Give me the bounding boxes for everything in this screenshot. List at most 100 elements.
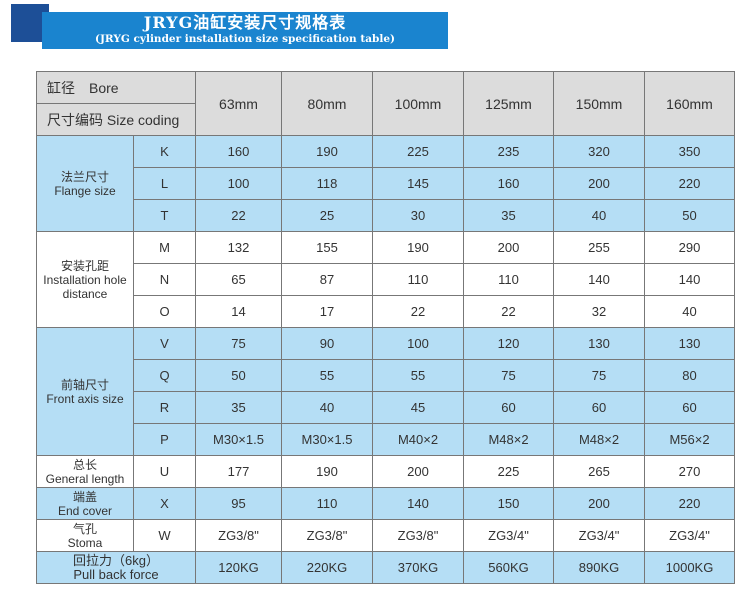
value-cell: 95 [195,487,282,520]
table-row: N 65 87 110 110 140 140 [37,263,735,296]
value-cell: 130 [644,327,735,360]
size-code: R [133,391,196,424]
value-cell: 160 [463,167,554,200]
value-cell: M48×2 [553,423,645,456]
value-cell: M56×2 [644,423,735,456]
table-row: O 14 17 22 22 32 40 [37,295,735,328]
value-cell: 25 [281,199,373,232]
title-banner: JRYG油缸安装尺寸规格表 (JRYG cylinder installatio… [42,12,448,49]
group-label-cn: 气孔 [72,521,97,536]
value-cell: 22 [195,199,282,232]
group-label-cn: 安装孔距 [60,258,109,273]
value-cell: 200 [372,455,464,488]
value-cell: 350 [644,135,735,168]
group-label: 气孔 Stoma [36,519,134,552]
size-code: W [133,519,196,552]
size-header: 63mm [195,71,282,136]
size-header: 125mm [463,71,554,136]
value-cell: 890KG [553,551,645,584]
table-row: P M30×1.5 M30×1.5 M40×2 M48×2 M48×2 M56×2 [37,423,735,456]
value-cell: M48×2 [463,423,554,456]
group-label: 端盖 End cover [36,487,134,520]
value-cell: 110 [463,263,554,296]
value-cell: M40×2 [372,423,464,456]
pull-label: 回拉力（6kg） Pull back force [36,551,196,584]
group-label-en: Front axis size [46,391,124,406]
value-cell: 270 [644,455,735,488]
pull-label-en: Pull back force [73,566,159,582]
group-label: 前轴尺寸 Front axis size [36,327,134,456]
value-cell: 560KG [463,551,554,584]
value-cell: 30 [372,199,464,232]
value-cell: M30×1.5 [195,423,282,456]
value-cell: 140 [553,263,645,296]
value-cell: 220 [644,167,735,200]
value-cell: 90 [281,327,373,360]
value-cell: 22 [463,295,554,328]
size-code: N [133,263,196,296]
group-label: 安装孔距 Installation hole distance [36,231,134,328]
value-cell: 150 [463,487,554,520]
value-cell: 60 [644,391,735,424]
table-row: 法兰尺寸 Flange size K 160 190 225 235 320 350 [36,135,735,232]
value-cell: 75 [553,359,645,392]
value-cell: 40 [644,295,735,328]
value-cell: 40 [553,199,645,232]
group-label: 总长 General length [36,455,134,488]
value-cell: ZG3/4" [463,519,554,552]
group-label-en: Flange size [54,183,116,198]
group-label-cn: 前轴尺寸 [60,377,109,392]
table-row: 气孔 Stoma W ZG3/8" ZG3/8" ZG3/8" ZG3/4" ZG3/4" ZG… [36,519,735,552]
value-cell: 235 [463,135,554,168]
coding-header: 尺寸编码 Size coding [36,103,196,136]
value-cell: 255 [553,231,645,264]
value-cell: 75 [463,359,554,392]
value-cell: 40 [281,391,373,424]
value-cell: 120 [463,327,554,360]
value-cell: 14 [195,295,282,328]
value-cell: 60 [553,391,645,424]
group-label-en: Installation hole distance [43,272,127,301]
table-row: 回拉力（6kg） Pull back force 120KG 220KG 370KG 56… [36,551,735,584]
value-cell: 120KG [195,551,282,584]
table-row: L 100 118 145 160 200 220 [37,167,735,200]
value-cell: 80 [644,359,735,392]
value-cell: 155 [281,231,373,264]
title-main: JRYG油缸安装尺寸规格表 [143,13,347,32]
value-cell: ZG3/8" [372,519,464,552]
value-cell: 55 [372,359,464,392]
size-code: M [133,231,196,264]
value-cell: 200 [553,487,645,520]
value-cell: M30×1.5 [281,423,373,456]
size-header: 160mm [644,71,735,136]
value-cell: 1000KG [644,551,735,584]
value-cell: 132 [195,231,282,264]
value-cell: 45 [372,391,464,424]
value-cell: 140 [372,487,464,520]
group-label-en: Stoma [67,535,103,550]
value-cell: 75 [195,327,282,360]
table-row: 端盖 End cover X 95 110 140 150 200 220 [36,487,735,520]
value-cell: 110 [281,487,373,520]
value-cell: 100 [372,327,464,360]
value-cell: 65 [195,263,282,296]
size-code: L [133,167,196,200]
size-code: O [133,295,196,328]
value-cell: 110 [372,263,464,296]
group-label-en: General length [45,471,125,486]
size-header: 100mm [372,71,464,136]
value-cell: 200 [463,231,554,264]
group-label: 法兰尺寸 Flange size [36,135,134,232]
value-cell: 50 [644,199,735,232]
value-cell: 220KG [281,551,373,584]
value-cell: 87 [281,263,373,296]
value-cell: 130 [553,327,645,360]
group-label-en: End cover [57,503,113,518]
value-cell: 100 [195,167,282,200]
value-cell: 145 [372,167,464,200]
value-cell: 32 [553,295,645,328]
size-code: V [133,327,196,360]
value-cell: 60 [463,391,554,424]
table-row: Q 50 55 55 75 75 80 [37,359,735,392]
group-label-cn: 总长 [72,457,97,472]
